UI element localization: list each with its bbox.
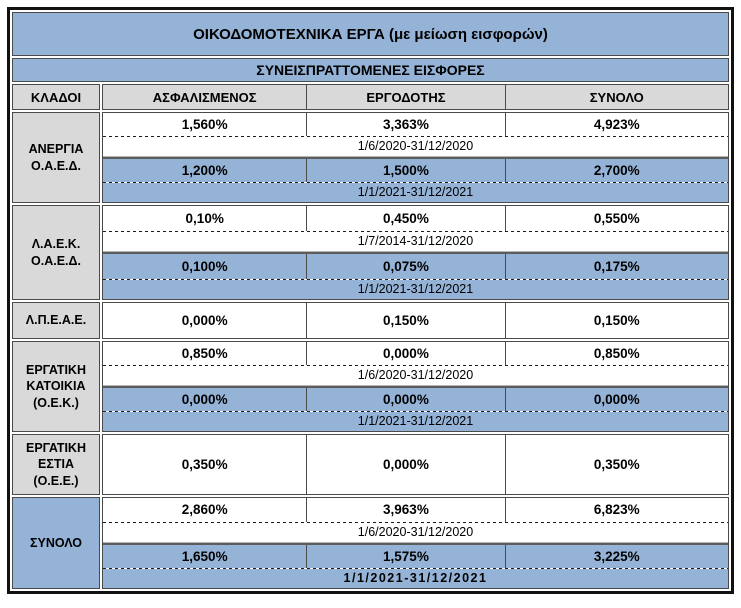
value-cell: 0,550% [593,211,640,226]
values-row: 0,000% 0,150% 0,150% [103,303,728,338]
column-header-employer: ΕΡΓΟΔΟΤΗΣ [307,85,506,109]
value-cell: 0,075% [307,254,506,279]
value-cell: 1,200% [103,159,308,182]
period-range: 1/1/2021-31/12/2021 [103,280,728,299]
period-divider [103,156,728,159]
value-cell: 0,350% [593,457,640,472]
values-row: 0,850% 0,000% 0,850% [103,342,728,365]
value-cell: 2,860% [103,498,308,522]
period-range: 1/6/2020-31/12/2020 [357,139,474,153]
value-cell: 0,000% [307,388,506,411]
value-cell: 3,225% [593,548,640,564]
value-cell: 0,000% [593,392,640,407]
value-cell: 0,000% [103,303,308,338]
column-header-row: ΚΛΑΔΟΙ ΑΣΦΑΛΙΣΜΕΝΟΣ ΕΡΓΟΔΟΤΗΣ ΣΥΝΟΛΟ [12,84,729,110]
period-divider [103,541,728,545]
values-row: 0,000% 0,000% 0,000% [103,388,728,411]
value-cell: 3,363% [307,113,506,136]
column-header-insured: ΑΣΦΑΛΙΣΜΕΝΟΣ [103,85,308,109]
table-row-anergia: ΑΝΕΡΓΙΑ Ο.Α.Ε.Δ. 1,560% 3,363% 4,923% 1/… [12,112,729,203]
table-row-laek: Λ.Α.Ε.Κ. Ο.Α.Ε.Δ. 0,10% 0,450% 0,550% 1/… [12,205,729,300]
value-cell: 3,963% [307,498,506,522]
value-cell: 0,100% [103,254,308,279]
value-cell: 0,175% [593,259,640,274]
column-headers-data: ΑΣΦΑΛΙΣΜΕΝΟΣ ΕΡΓΟΔΟΤΗΣ ΣΥΝΟΛΟ [102,84,729,110]
values-row: 1,560% 3,363% 4,923% [103,113,728,136]
branch-label: ΕΡΓΑΤΙΚΗ ΕΣΤΙΑ (Ο.Ε.Ε.) [12,434,100,495]
period-range: 1/1/2021-31/12/2021 [103,412,728,431]
contributions-table: ΟΙΚΟΔΟΜΟΤΕΧΝΙΚΑ ΕΡΓΑ (με μείωση εισφορών… [7,7,734,594]
period-range: 1/6/2020-31/12/2020 [357,524,474,539]
value-cell: 0,450% [307,206,506,231]
value-cell: 4,923% [593,117,640,132]
table-title: ΟΙΚΟΔΟΜΟΤΕΧΝΙΚΑ ΕΡΓΑ (με μείωση εισφορών… [12,12,729,56]
dashed-separator [103,365,728,366]
value-cell: 1,650% [103,544,308,568]
value-cell: 1,560% [103,113,308,136]
dashed-separator [103,521,728,523]
branch-label: Λ.Π.Ε.Α.Ε. [12,302,100,339]
column-header-total: ΣΥΝΟΛΟ [589,89,644,105]
value-cell: 1,500% [307,159,506,182]
value-cell: 0,850% [593,346,640,361]
table-row-katoikia: ΕΡΓΑΤΙΚΗ ΚΑΤΟΙΚΙΑ (Ο.Ε.Κ.) 0,850% 0,000%… [12,341,729,432]
branch-label: ΕΡΓΑΤΙΚΗ ΚΑΤΟΙΚΙΑ (Ο.Ε.Κ.) [12,341,100,432]
value-cell: 1,575% [307,544,506,568]
period-range: 1/6/2020-31/12/2020 [357,368,474,382]
value-cell: 2,700% [593,163,640,178]
values-row: 0,10% 0,450% 0,550% [103,206,728,231]
values-row: 1,200% 1,500% 2,700% [103,159,728,182]
value-cell: 6,823% [593,502,640,518]
values-row: 2,860% 3,963% 6,823% [103,498,728,522]
column-header-branch: ΚΛΑΔΟΙ [12,84,100,110]
period-divider [103,385,728,388]
dashed-separator [103,136,728,137]
branch-label-total: ΣΥΝΟΛΟ [12,497,100,589]
values-row: 1,650% 1,575% 3,225% [103,544,728,568]
value-cell: 0,10% [103,206,308,231]
table-subtitle: ΣΥΝΕΙΣΠΡΑΤΤΟΜΕΝΕΣ ΕΙΣΦΟΡΕΣ [12,58,729,82]
dashed-separator [103,568,728,569]
period-range: 1/1/2021-31/12/2021 [103,183,728,202]
dashed-separator [103,279,728,280]
value-cell: 0,850% [103,342,308,365]
branch-label: Λ.Α.Ε.Κ. Ο.Α.Ε.Δ. [12,205,100,300]
table-row-lpeae: Λ.Π.Ε.Α.Ε. 0,000% 0,150% 0,150% [12,302,729,339]
dashed-separator [103,182,728,183]
period-range: 1/1/2021-31/12/2021 [103,569,728,588]
value-cell: 0,150% [307,303,506,338]
value-cell: 0,150% [593,313,640,328]
table-row-synolo: ΣΥΝΟΛΟ 2,860% 3,963% 6,823% 1/6/2020-31/… [12,497,729,589]
table-row-estia: ΕΡΓΑΤΙΚΗ ΕΣΤΙΑ (Ο.Ε.Ε.) 0,350% 0,000% 0,… [12,434,729,495]
value-cell: 0,000% [307,342,506,365]
value-cell: 0,000% [103,388,308,411]
values-row: 0,350% 0,000% 0,350% [103,435,728,494]
value-cell: 0,000% [307,435,506,494]
period-range: 1/7/2014-31/12/2020 [357,234,474,248]
value-cell: 0,350% [103,435,308,494]
values-row: 0,100% 0,075% 0,175% [103,254,728,279]
period-divider [103,251,728,254]
branch-label: ΑΝΕΡΓΙΑ Ο.Α.Ε.Δ. [12,112,100,203]
dashed-separator [103,231,728,232]
dashed-separator [103,411,728,412]
